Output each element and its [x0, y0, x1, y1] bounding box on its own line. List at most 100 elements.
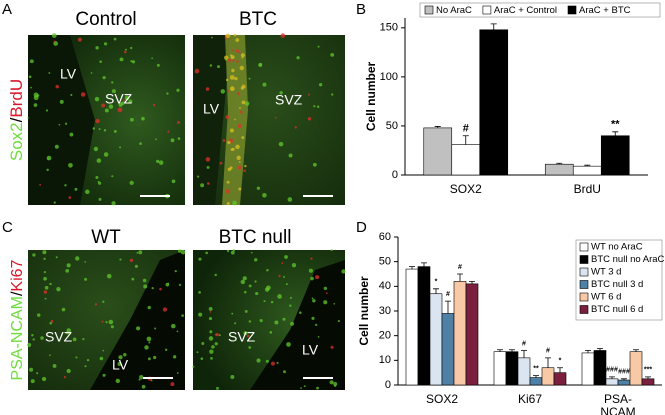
- cell-dot: [254, 280, 257, 283]
- cell-dot: [325, 292, 328, 295]
- x-tick-label: BrdU: [574, 182, 601, 196]
- cell-dot: [278, 141, 284, 147]
- cell-dot: [236, 49, 240, 53]
- cell-dot: [285, 283, 288, 286]
- significance: **: [533, 365, 539, 372]
- cell-dot: [56, 287, 61, 292]
- cell-dot: [98, 197, 102, 201]
- cell-dot: [68, 74, 71, 77]
- cell-dot: [129, 180, 134, 185]
- cell-dot: [323, 286, 328, 291]
- cell-dot: [225, 78, 229, 82]
- cell-dot: [90, 72, 93, 74]
- cell-dot: [226, 180, 230, 184]
- cell-dot: [211, 36, 213, 39]
- bar: [451, 144, 481, 176]
- image-title: BTC null: [219, 227, 292, 248]
- cell-dot: [207, 182, 210, 185]
- cell-dot: [310, 276, 314, 281]
- cell-dot: [102, 300, 105, 303]
- cell-dot: [118, 355, 123, 360]
- cell-dot: [244, 164, 247, 168]
- cell-dot: [32, 253, 36, 257]
- legend-swatch: [482, 5, 492, 15]
- cell-dot: [239, 106, 241, 109]
- cell-dot: [36, 372, 39, 375]
- cell-dot: [181, 314, 184, 317]
- cell-dot: [166, 92, 169, 95]
- bar: [617, 379, 631, 386]
- cell-dot: [315, 275, 320, 280]
- cell-dot: [205, 251, 208, 255]
- cell-dot: [66, 368, 71, 374]
- x-tick-label: SOX2: [450, 182, 482, 196]
- cell-dot: [290, 321, 295, 326]
- cell-dot: [329, 380, 334, 385]
- cell-dot: [84, 277, 88, 281]
- legend-label: WT 6 d: [591, 292, 621, 303]
- cell-dot: [229, 86, 235, 92]
- cell-dot: [250, 251, 253, 254]
- cell-dot: [43, 271, 47, 274]
- y-tick-label: 50: [379, 256, 391, 268]
- cell-dot: [282, 317, 286, 321]
- bar: [405, 268, 419, 386]
- cell-dot: [281, 262, 284, 265]
- cell-dot: [331, 93, 334, 96]
- cell-dot: [248, 320, 252, 323]
- cell-dot: [280, 33, 286, 38]
- cell-dot: [72, 337, 77, 342]
- cell-dot: [209, 330, 213, 334]
- cell-dot: [95, 118, 100, 124]
- cell-dot: [63, 375, 67, 379]
- cell-dot: [85, 189, 90, 195]
- cell-dot: [108, 319, 114, 325]
- legend-label: BTC null 3 d: [591, 279, 643, 290]
- cell-dot: [265, 359, 269, 363]
- cell-dot: [113, 37, 117, 41]
- cell-dot: [49, 321, 52, 325]
- bar: [593, 350, 607, 386]
- cell-dot: [55, 256, 58, 259]
- cell-dot: [303, 385, 306, 388]
- cell-dot: [313, 105, 316, 108]
- cell-dot: [130, 117, 134, 122]
- cell-dot: [330, 249, 333, 252]
- error-bar: [612, 131, 619, 136]
- cell-dot: [95, 176, 99, 180]
- cell-dot: [66, 263, 71, 268]
- cell-dot: [159, 287, 162, 291]
- cell-dot: [101, 103, 106, 108]
- panel-letter: B: [356, 1, 366, 18]
- error-bar: [556, 162, 563, 165]
- cell-dot: [30, 379, 35, 384]
- cell-dot: [227, 167, 232, 172]
- error-bar: [621, 378, 627, 381]
- cell-dot: [264, 287, 270, 292]
- cell-dot: [101, 320, 104, 323]
- legend-swatch: [579, 280, 589, 289]
- cell-dot: [231, 68, 235, 73]
- cell-dot: [237, 92, 241, 96]
- cell-dot: [291, 263, 297, 268]
- cell-dot: [312, 162, 317, 167]
- stain-green: PSA-NCAM: [9, 296, 26, 380]
- cell-dot: [68, 162, 73, 168]
- cell-dot: [233, 33, 237, 37]
- cell-dot: [253, 258, 258, 262]
- cell-dot: [119, 258, 122, 261]
- region-label: LV: [203, 101, 220, 117]
- y-tick-label: 40: [379, 280, 391, 292]
- cell-dot: [286, 342, 291, 347]
- stain-red: BrdU: [7, 79, 26, 118]
- cell-dot: [288, 153, 293, 158]
- cell-dot: [36, 313, 41, 317]
- cell-dot: [208, 316, 213, 321]
- cell-dot: [238, 187, 242, 191]
- image-title: BTC: [239, 9, 277, 30]
- cell-dot: [208, 336, 214, 341]
- cell-dot: [144, 345, 149, 350]
- error-bar: [490, 23, 497, 30]
- cell-dot: [234, 322, 237, 325]
- image-title: Control: [75, 9, 136, 30]
